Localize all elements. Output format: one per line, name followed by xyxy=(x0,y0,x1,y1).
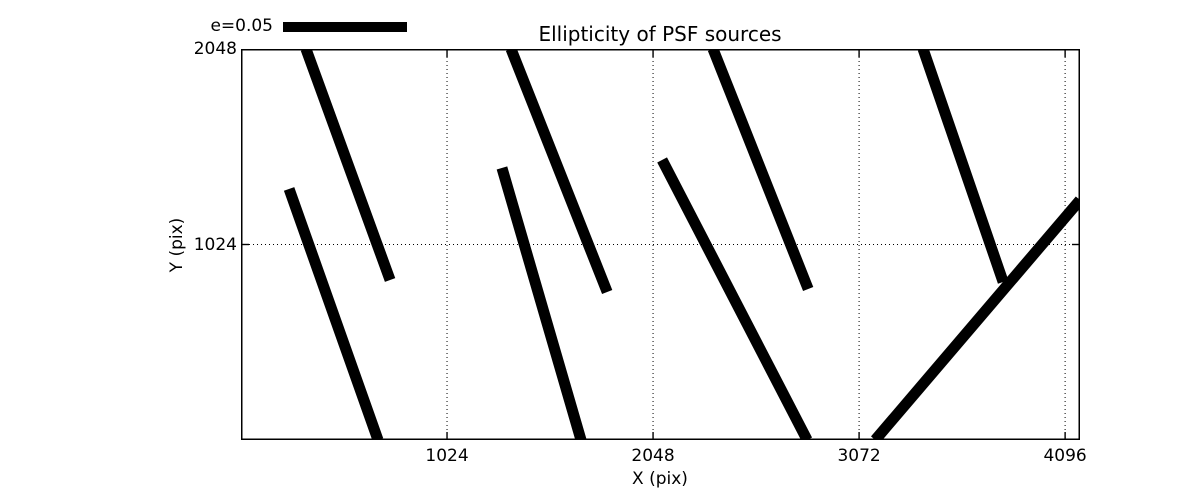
x-tick-label-2048: 2048 xyxy=(631,446,675,466)
whisker-group xyxy=(283,49,1080,440)
x-tick-label-3072: 3072 xyxy=(837,446,881,466)
legend-bar-swatch xyxy=(283,22,407,32)
y-tick-label-1024: 1024 xyxy=(193,234,237,255)
y-tick-label-2048: 2048 xyxy=(193,39,237,59)
whisker-segment-3 xyxy=(505,49,613,295)
y-axis-label: Y (pix) xyxy=(167,217,187,273)
whisker-segment-6 xyxy=(707,49,814,292)
whisker-segment-7 xyxy=(917,49,1009,284)
legend-label: e=0.05 xyxy=(210,16,273,36)
whisker-segment-2 xyxy=(283,187,384,440)
x-tick-label-1024: 1024 xyxy=(425,446,469,466)
x-tick-label-4096: 4096 xyxy=(1043,446,1087,466)
whisker-segment-5 xyxy=(657,157,813,440)
whisker-segment-1 xyxy=(300,49,396,282)
chart-title: Ellipticity of PSF sources xyxy=(538,22,782,46)
x-axis-label: X (pix) xyxy=(632,469,688,489)
plot-area xyxy=(241,49,1080,440)
whisker-segment-4 xyxy=(496,166,587,440)
whisker-segment-8 xyxy=(870,196,1080,440)
axes-spines xyxy=(241,49,1080,440)
